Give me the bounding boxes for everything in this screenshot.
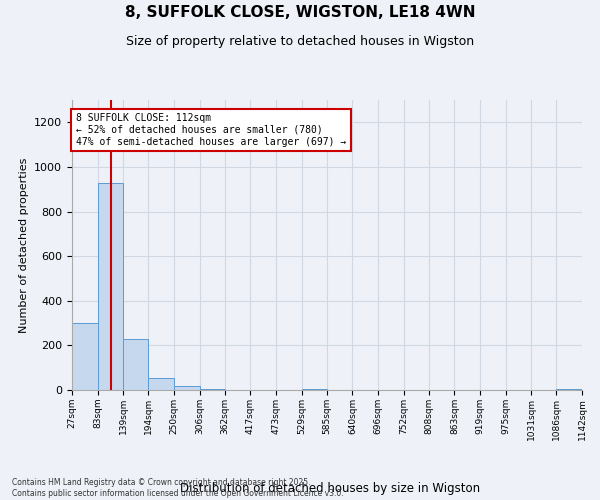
- Bar: [72, 323, 98, 390]
- Text: 8, SUFFOLK CLOSE, WIGSTON, LE18 4WN: 8, SUFFOLK CLOSE, WIGSTON, LE18 4WN: [125, 5, 475, 20]
- Bar: [302, 389, 327, 390]
- Text: Contains HM Land Registry data © Crown copyright and database right 2025.
Contai: Contains HM Land Registry data © Crown c…: [12, 478, 344, 498]
- Y-axis label: Number of detached properties: Number of detached properties: [19, 158, 29, 332]
- Text: Size of property relative to detached houses in Wigston: Size of property relative to detached ho…: [126, 35, 474, 48]
- Bar: [200, 389, 225, 390]
- Bar: [98, 182, 123, 390]
- Text: Distribution of detached houses by size in Wigston: Distribution of detached houses by size …: [180, 482, 480, 495]
- Bar: [174, 386, 200, 390]
- Bar: [556, 389, 582, 390]
- Bar: [123, 338, 148, 390]
- Bar: [148, 378, 174, 390]
- Text: 8 SUFFOLK CLOSE: 112sqm
← 52% of detached houses are smaller (780)
47% of semi-d: 8 SUFFOLK CLOSE: 112sqm ← 52% of detache…: [76, 114, 346, 146]
